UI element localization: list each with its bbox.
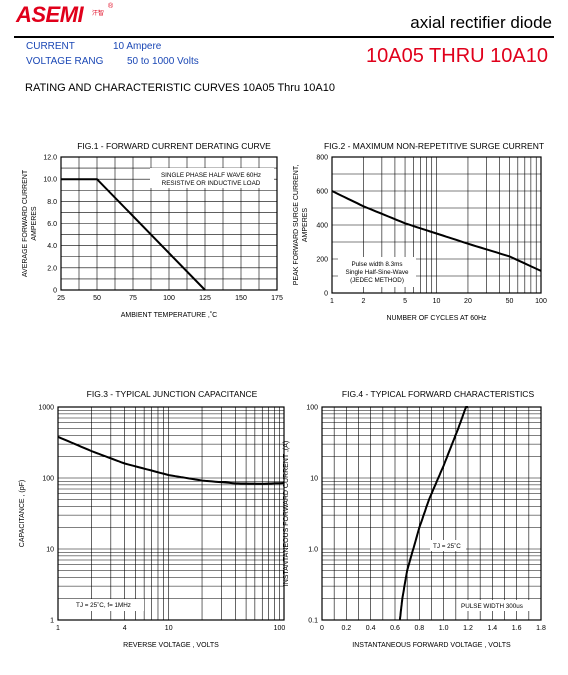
fig2-chart-title: FIG.2 - MAXIMUM NON-REPETITIVE SURGE CUR… bbox=[324, 141, 544, 151]
fig4-y-tick-label: 1.0 bbox=[308, 547, 318, 554]
fig1-y-axis-label: AVERAGE FORWARD CURRENT bbox=[22, 169, 29, 277]
fig1-y-tick-label: 10.0 bbox=[43, 177, 57, 184]
part-number-range: 10A05 THRU 10A10 bbox=[366, 45, 548, 67]
fig2-x-tick-label: 1 bbox=[330, 298, 334, 305]
fig4-x-tick-label: 1.6 bbox=[512, 625, 522, 632]
fig2-y-tick-label: 200 bbox=[316, 257, 328, 264]
page-heading: RATING AND CHARACTERISTIC CURVES 10A05 T… bbox=[25, 82, 335, 94]
fig4-x-tick-label: 0.2 bbox=[341, 625, 351, 632]
fig1-y-axis-label: AMPERES bbox=[31, 206, 38, 241]
registered-mark: ® bbox=[108, 3, 114, 10]
fig2-x-tick-label: 10 bbox=[433, 298, 441, 305]
fig1-y-tick-label: 4.0 bbox=[47, 243, 57, 250]
fig4-y-tick-label: 0.1 bbox=[308, 618, 318, 625]
fig2-x-tick-label: 2 bbox=[362, 298, 366, 305]
fig2-series-line bbox=[331, 190, 542, 272]
fig3-x-tick-label: 100 bbox=[274, 625, 286, 632]
fig2-annotation: Single Half-Sine-Wave bbox=[345, 269, 409, 276]
fig1-series-line bbox=[61, 178, 206, 291]
fig4-x-tick-label: 0.8 bbox=[414, 625, 424, 632]
fig2-y-axis-label: PEAK FORWARD SURGE CURRENT, bbox=[293, 165, 300, 286]
fig1-x-tick-label: 100 bbox=[163, 295, 175, 302]
fig4-annotation-bg bbox=[458, 600, 530, 611]
fig4-series-line bbox=[398, 406, 468, 621]
fig2-x-tick-label: 100 bbox=[535, 298, 547, 305]
fig1-plot-frame bbox=[60, 156, 278, 291]
fig2-y-axis-label: AMPERES bbox=[302, 208, 309, 243]
fig2-annotation: Pulse width 8.3ms bbox=[351, 261, 402, 268]
fig1-chart-title: FIG.1 - FORWARD CURRENT DERATING CURVE bbox=[77, 141, 271, 151]
fig4-x-axis-label: INSTANTANEOUS FORWARD VOLTAGE , VOLTS bbox=[352, 642, 511, 649]
fig2-x-axis-label: NUMBER OF CYCLES AT 60Hz bbox=[386, 315, 487, 322]
fig4-x-tick-label: 0 bbox=[320, 625, 324, 632]
fig3-y-tick-label: 10 bbox=[46, 547, 54, 554]
fig4-x-tick-label: 1.2 bbox=[463, 625, 473, 632]
fig4-y-tick-label: 100 bbox=[306, 405, 318, 412]
fig1-y-tick-label: 6.0 bbox=[47, 221, 57, 228]
fig4-plot-frame bbox=[321, 406, 542, 621]
fig1-y-tick-label: 8.0 bbox=[47, 199, 57, 206]
fig3-x-axis-label: REVERSE VOLTAGE , VOLTS bbox=[123, 642, 219, 649]
fig2-x-tick-label: 5 bbox=[403, 298, 407, 305]
fig2-x-tick-label: 20 bbox=[464, 298, 472, 305]
voltage-label: VOLTAGE RANG bbox=[26, 56, 104, 67]
fig1-annotation-bg bbox=[150, 168, 274, 188]
fig4-chart-title: FIG.4 - TYPICAL FORWARD CHARACTERISTICS bbox=[342, 389, 535, 399]
brand-logo: ASEMI bbox=[16, 2, 84, 27]
fig3-y-axis-label: CAPACITANCE , (pF) bbox=[19, 480, 26, 547]
fig1-x-tick-label: 175 bbox=[271, 295, 283, 302]
fig3-y-tick-label: 1000 bbox=[38, 405, 54, 412]
fig3-x-tick-label: 4 bbox=[123, 625, 127, 632]
fig2-y-tick-label: 800 bbox=[316, 155, 328, 162]
fig4-annotation: PULSE WIDTH 300us bbox=[461, 603, 523, 610]
fig1-annotation: RESISTIVE OR INDUCTIVE LOAD bbox=[162, 180, 261, 187]
fig1-x-tick-label: 125 bbox=[199, 295, 211, 302]
fig4-x-tick-label: 0.6 bbox=[390, 625, 400, 632]
fig2-plot-frame bbox=[331, 156, 542, 294]
fig1-y-tick-label: 12.0 bbox=[43, 155, 57, 162]
header-rule bbox=[14, 36, 554, 38]
fig3-chart-title: FIG.3 - TYPICAL JUNCTION CAPACITANCE bbox=[87, 389, 258, 399]
fig2-x-tick-label: 50 bbox=[506, 298, 514, 305]
fig3-x-tick-label: 1 bbox=[56, 625, 60, 632]
fig1-x-tick-label: 150 bbox=[235, 295, 247, 302]
brand-logo-subtext: 汗智 bbox=[92, 11, 105, 17]
fig3-annotation-bg bbox=[70, 599, 144, 611]
fig4-annotation-bg bbox=[430, 540, 466, 551]
fig4-x-tick-label: 1.4 bbox=[487, 625, 497, 632]
fig1-x-tick-label: 75 bbox=[129, 295, 137, 302]
fig2-y-tick-label: 0 bbox=[324, 291, 328, 298]
fig4-x-tick-label: 1.0 bbox=[439, 625, 449, 632]
fig4-annotation: TJ = 25˚C bbox=[433, 542, 461, 550]
fig2-y-tick-label: 400 bbox=[316, 223, 328, 230]
fig2-annotation: (JEDEC METHOD) bbox=[350, 277, 404, 284]
fig3-x-tick-label: 10 bbox=[165, 625, 173, 632]
fig2-annotation-bg bbox=[338, 257, 416, 287]
fig4-y-axis-label: INSTANTANEOUS FORWARD CURRENT ,(A) bbox=[283, 441, 290, 586]
fig2-y-tick-label: 600 bbox=[316, 189, 328, 196]
fig4-x-tick-label: 0.4 bbox=[366, 625, 376, 632]
fig3-y-tick-label: 1 bbox=[50, 618, 54, 625]
fig1-annotation: SINGLE PHASE HALF WAVE 60Hz bbox=[161, 172, 261, 179]
current-label: CURRENT bbox=[26, 41, 75, 52]
fig3-y-tick-label: 100 bbox=[42, 476, 54, 483]
fig3-annotation: TJ = 25˚C, f= 1MHz bbox=[76, 601, 131, 609]
fig3-plot-frame bbox=[57, 406, 285, 621]
fig4-x-tick-label: 1.8 bbox=[536, 625, 546, 632]
voltage-value: 50 to 1000 Volts bbox=[127, 56, 199, 67]
fig1-x-tick-label: 25 bbox=[57, 295, 65, 302]
fig1-y-tick-label: 0 bbox=[53, 288, 57, 295]
document-type: axial rectifier diode bbox=[410, 13, 552, 32]
fig1-x-axis-label: AMBIENT TEMPERATURE ,˚C bbox=[121, 311, 217, 319]
fig1-y-tick-label: 2.0 bbox=[47, 265, 57, 272]
current-value: 10 Ampere bbox=[113, 41, 162, 52]
fig1-x-tick-label: 50 bbox=[93, 295, 101, 302]
fig4-y-tick-label: 10 bbox=[310, 476, 318, 483]
fig3-series-line bbox=[57, 435, 285, 485]
